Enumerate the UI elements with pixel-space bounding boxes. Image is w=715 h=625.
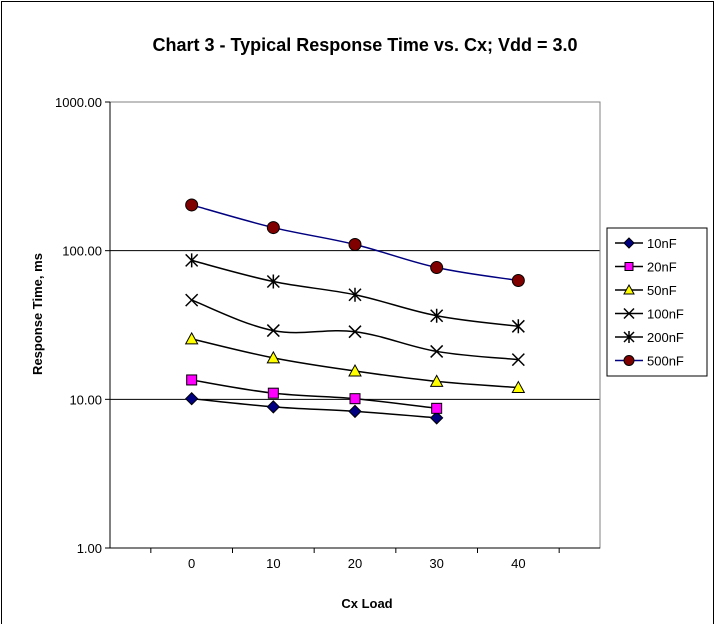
data-point bbox=[430, 308, 444, 323]
legend-label: 20nF bbox=[647, 260, 677, 275]
legend-label: 50nF bbox=[647, 283, 677, 298]
series-line bbox=[191, 397, 437, 419]
data-point bbox=[348, 363, 362, 377]
series-50nF bbox=[184, 331, 526, 394]
legend-box bbox=[606, 227, 708, 377]
legend-item: 200nF bbox=[615, 330, 684, 345]
y-axis-label: Response Time, ms bbox=[30, 253, 45, 375]
data-point bbox=[266, 274, 280, 289]
legend-label: 10nF bbox=[647, 236, 677, 251]
legend-item: 500nF bbox=[615, 354, 684, 369]
data-point bbox=[348, 325, 362, 339]
series-200nF bbox=[185, 253, 525, 334]
data-point bbox=[511, 273, 525, 287]
y-tick-label: 1.00 bbox=[77, 541, 102, 556]
legend-item: 50nF bbox=[615, 283, 677, 298]
x-tick-label: 40 bbox=[511, 556, 525, 571]
data-point bbox=[429, 411, 444, 425]
chart-title: Chart 3 - Typical Response Time vs. Cx; … bbox=[153, 35, 578, 55]
data-point bbox=[185, 198, 199, 212]
data-point bbox=[184, 331, 199, 345]
data-point bbox=[266, 400, 281, 414]
data-point bbox=[186, 374, 198, 386]
series-line bbox=[191, 379, 437, 410]
data-point bbox=[511, 319, 525, 334]
series-20nF bbox=[186, 374, 443, 414]
data-point bbox=[348, 287, 362, 302]
data-point bbox=[431, 402, 443, 414]
x-tick-label: 30 bbox=[429, 556, 443, 571]
series-500nF bbox=[185, 198, 525, 287]
series-10nF bbox=[184, 391, 444, 425]
data-point bbox=[348, 238, 362, 252]
x-tick-label: 0 bbox=[188, 556, 195, 571]
data-point bbox=[624, 262, 634, 271]
data-point bbox=[349, 393, 361, 405]
data-point bbox=[623, 355, 635, 366]
legend-label: 200nF bbox=[647, 330, 684, 345]
data-point bbox=[430, 344, 444, 358]
data-point bbox=[266, 221, 280, 235]
x-tick-label: 10 bbox=[266, 556, 280, 571]
data-point bbox=[430, 261, 444, 275]
data-point bbox=[184, 391, 199, 406]
series-100nF bbox=[185, 293, 525, 367]
x-axis-label: Cx Load bbox=[341, 596, 392, 611]
y-tick-label: 1000.00 bbox=[55, 95, 102, 110]
data-point bbox=[185, 293, 199, 307]
data-point bbox=[185, 253, 199, 268]
legend-item: 100nF bbox=[615, 307, 684, 322]
legend-label: 500nF bbox=[647, 354, 684, 369]
data-point bbox=[623, 307, 635, 320]
y-tick-label: 100.00 bbox=[62, 244, 102, 259]
legend: 10nF 20nF 50nF 100nF 200nF 500nF bbox=[606, 227, 708, 377]
data-point bbox=[511, 353, 525, 367]
plot-area: 1.00 10.00 100.00 1000.00 0 10 20 30 40 bbox=[55, 95, 601, 571]
data-point bbox=[266, 324, 280, 338]
legend-label: 100nF bbox=[647, 307, 684, 322]
x-tick-label: 20 bbox=[348, 556, 362, 571]
legend-item: 10nF bbox=[615, 236, 677, 251]
data-point bbox=[429, 374, 444, 387]
legend-item: 20nF bbox=[615, 260, 677, 275]
data-point bbox=[267, 387, 279, 399]
data-point bbox=[623, 237, 635, 249]
data-point bbox=[623, 331, 635, 343]
data-point bbox=[511, 380, 526, 394]
data-point bbox=[623, 283, 635, 295]
y-tick-label: 10.00 bbox=[69, 392, 102, 407]
data-point bbox=[266, 350, 281, 364]
data-point bbox=[348, 404, 362, 419]
